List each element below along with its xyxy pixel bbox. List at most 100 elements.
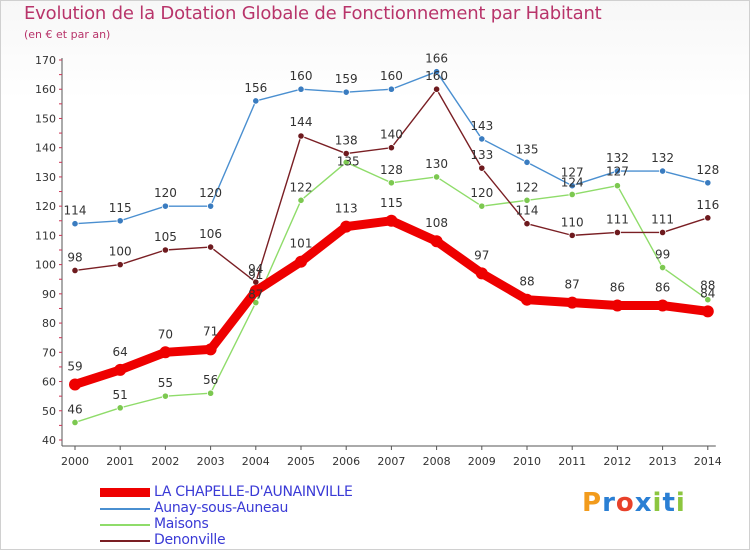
y-tick-label: 160 <box>35 83 56 96</box>
data-label: 116 <box>696 198 719 212</box>
data-label: 132 <box>606 151 629 165</box>
data-label: 87 <box>565 278 580 292</box>
data-label: 105 <box>154 230 177 244</box>
data-label: 128 <box>380 163 403 177</box>
legend-swatch <box>100 508 150 510</box>
chart-subtitle: (en € et par an) <box>24 28 111 41</box>
legend-swatch <box>100 540 150 542</box>
data-label: 113 <box>335 202 358 216</box>
x-tick-label: 2009 <box>468 455 496 468</box>
data-point <box>116 404 124 412</box>
data-label: 140 <box>380 128 403 142</box>
data-label: 101 <box>290 237 313 251</box>
data-label: 87 <box>248 288 263 302</box>
x-tick-label: 2013 <box>649 455 677 468</box>
data-point <box>568 231 576 239</box>
y-tick-label: 100 <box>35 259 56 272</box>
x-tick-label: 2014 <box>694 455 722 468</box>
data-point <box>523 220 531 228</box>
y-tick-label: 130 <box>35 171 56 184</box>
x-tick-label: 2000 <box>61 455 89 468</box>
data-label: 88 <box>519 275 534 289</box>
data-label: 138 <box>335 134 358 148</box>
data-point <box>432 85 441 93</box>
x-tick-label: 2008 <box>423 455 451 468</box>
data-label: 156 <box>244 81 267 95</box>
data-point <box>71 266 79 275</box>
data-label: 55 <box>158 376 173 390</box>
data-label: 128 <box>696 163 719 177</box>
data-point <box>523 196 531 204</box>
data-label: 99 <box>655 248 670 262</box>
data-point <box>340 220 353 233</box>
y-tick-label: 110 <box>35 229 56 242</box>
y-tick-label: 140 <box>35 142 56 155</box>
data-label: 59 <box>67 359 82 373</box>
data-point <box>566 296 579 309</box>
data-point <box>701 305 714 318</box>
data-label: 132 <box>651 151 674 165</box>
data-label: 166 <box>425 52 448 66</box>
data-point <box>297 132 305 140</box>
y-tick-label: 80 <box>42 317 56 330</box>
logo-letter: x <box>634 488 653 518</box>
data-point <box>658 263 667 272</box>
data-point <box>658 228 667 237</box>
data-label: 110 <box>561 215 584 229</box>
logo-letter: i <box>675 488 686 518</box>
data-point <box>159 346 172 359</box>
data-point <box>658 167 667 175</box>
data-label: 114 <box>64 204 87 218</box>
chart-title: Evolution de la Dotation Globale de Fonc… <box>24 3 602 24</box>
data-label: 122 <box>516 180 539 194</box>
data-point <box>207 202 215 210</box>
y-tick-label: 90 <box>42 288 56 301</box>
data-label: 120 <box>199 186 222 200</box>
data-point <box>613 182 622 190</box>
data-label: 160 <box>290 69 313 83</box>
data-point <box>69 378 81 391</box>
x-tick-label: 2011 <box>558 455 586 468</box>
data-point <box>568 190 576 199</box>
data-point <box>342 149 350 158</box>
data-point <box>207 389 215 397</box>
y-tick-label: 60 <box>42 376 56 389</box>
legend-label: Denonville <box>154 532 226 548</box>
series-layer <box>69 68 714 427</box>
data-label: 51 <box>113 388 128 402</box>
y-tick-label: 50 <box>42 405 56 418</box>
data-point <box>430 235 443 248</box>
data-label: 130 <box>425 157 448 171</box>
data-point <box>116 261 124 269</box>
x-tick-label: 2002 <box>151 455 179 468</box>
data-label: 144 <box>290 115 313 129</box>
data-label: 127 <box>606 165 629 179</box>
data-label: 115 <box>380 196 403 210</box>
data-point <box>71 418 79 427</box>
data-point <box>523 158 531 166</box>
y-tick-label: 150 <box>35 112 56 125</box>
data-point <box>432 173 441 181</box>
data-label: 46 <box>67 402 82 416</box>
data-point <box>161 202 169 210</box>
data-label: 159 <box>335 72 358 86</box>
data-label: 108 <box>425 216 448 230</box>
data-point <box>204 343 217 356</box>
data-point <box>475 267 488 280</box>
y-tick-label: 170 <box>35 54 56 67</box>
data-point <box>387 144 395 152</box>
data-point <box>387 85 395 93</box>
data-label: 135 <box>516 142 539 156</box>
data-point <box>704 179 712 187</box>
data-label: 127 <box>561 166 584 180</box>
logo-letter: P <box>582 488 603 518</box>
data-label: 124 <box>561 175 584 189</box>
data-label: 84 <box>700 286 715 300</box>
data-point <box>478 135 486 143</box>
data-label: 86 <box>655 281 670 295</box>
data-point <box>704 214 712 222</box>
data-label: 88 <box>700 279 715 293</box>
data-point <box>295 255 307 268</box>
data-point <box>252 299 260 307</box>
x-tick-label: 2007 <box>377 455 405 468</box>
